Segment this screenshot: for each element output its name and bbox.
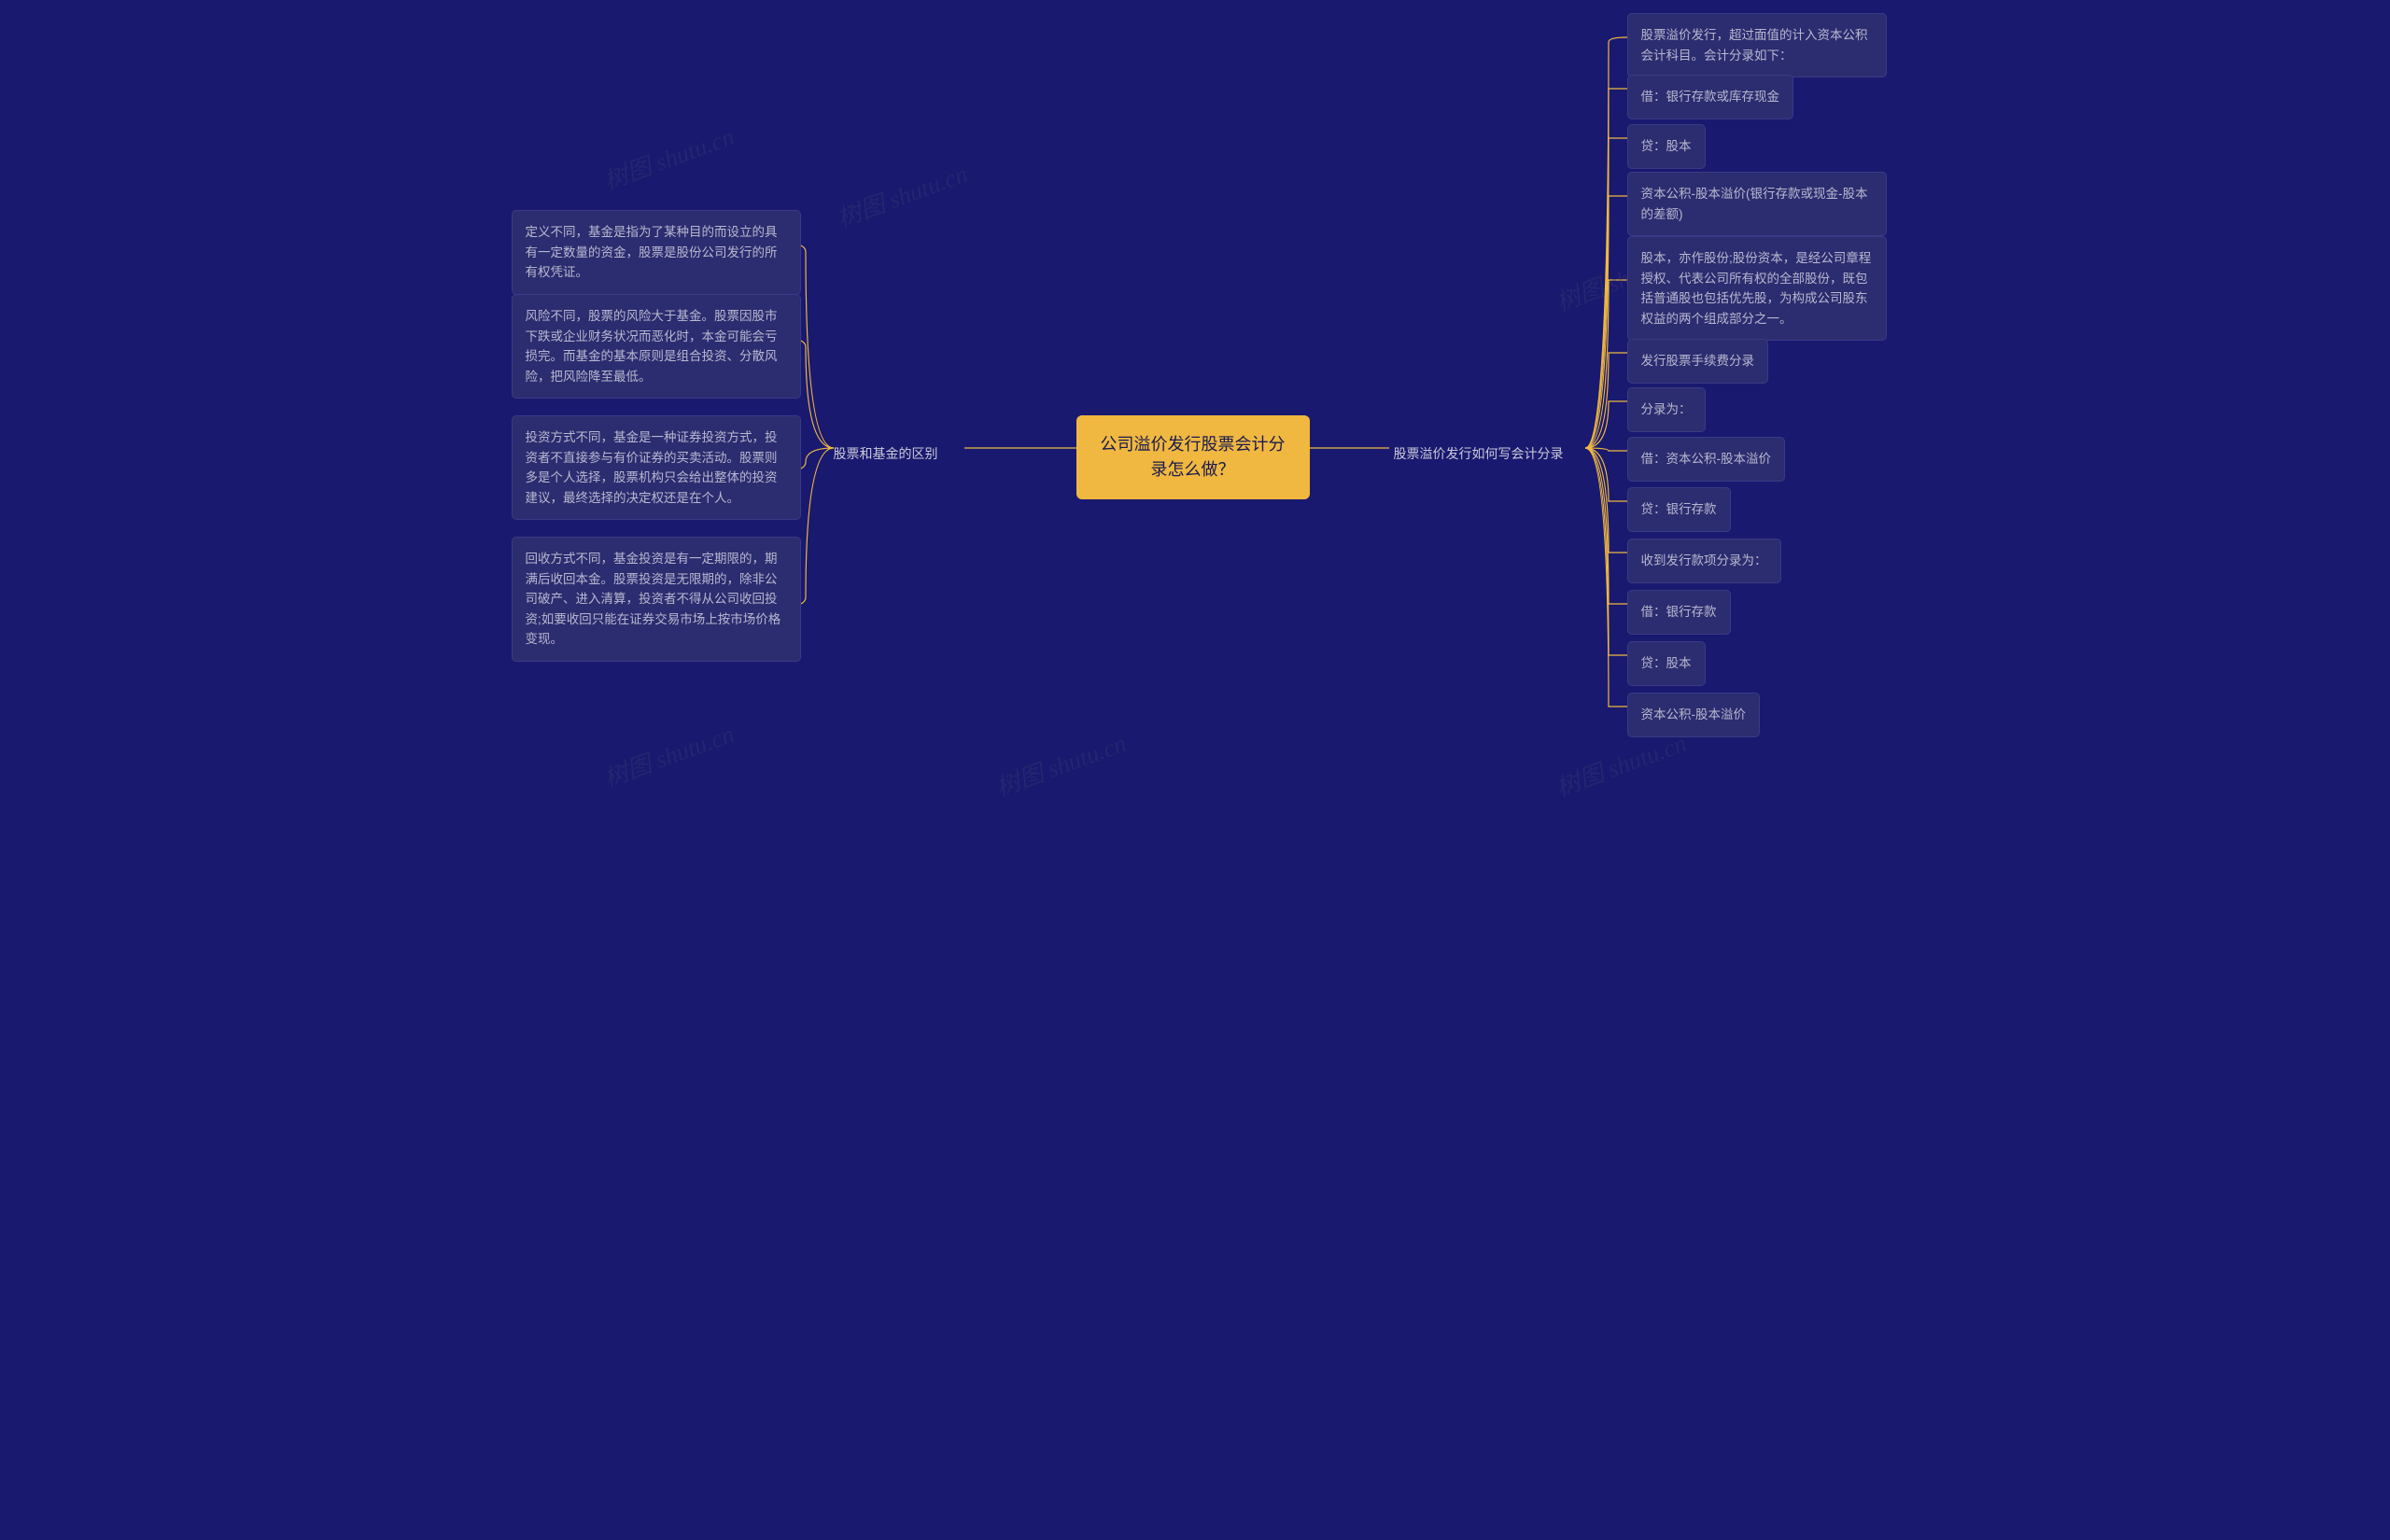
leaf-right-9[interactable]: 收到发行款项分录为： <box>1627 539 1781 583</box>
leaf-right-7[interactable]: 借：资本公积-股本溢价 <box>1627 437 1786 482</box>
watermark: 树图 shutu.cn <box>598 118 738 197</box>
leaf-right-2[interactable]: 贷：股本 <box>1627 124 1706 169</box>
leaf-right-1[interactable]: 借：银行存款或库存现金 <box>1627 75 1794 119</box>
leaf-right-12[interactable]: 资本公积-股本溢价 <box>1627 693 1761 737</box>
leaf-right-8[interactable]: 贷：银行存款 <box>1627 487 1731 532</box>
watermark: 树图 shutu.cn <box>991 724 1131 804</box>
leaf-right-3[interactable]: 资本公积-股本溢价(银行存款或现金-股本的差额) <box>1627 172 1887 236</box>
branch-left[interactable]: 股票和基金的区别 <box>834 437 938 470</box>
center-topic[interactable]: 公司溢价发行股票会计分录怎么做？ <box>1076 415 1310 499</box>
leaf-right-6[interactable]: 分录为： <box>1627 387 1706 432</box>
leaf-right-11[interactable]: 贷：股本 <box>1627 641 1706 686</box>
leaf-left-3[interactable]: 回收方式不同，基金投资是有一定期限的，期满后收回本金。股票投资是无限期的，除非公… <box>512 537 801 662</box>
leaf-left-2[interactable]: 投资方式不同，基金是一种证券投资方式，投资者不直接参与有价证券的买卖活动。股票则… <box>512 415 801 520</box>
leaf-right-5[interactable]: 发行股票手续费分录 <box>1627 339 1769 384</box>
leaf-left-0[interactable]: 定义不同，基金是指为了某种目的而设立的具有一定数量的资金，股票是股份公司发行的所… <box>512 210 801 295</box>
watermark: 树图 shutu.cn <box>832 155 972 234</box>
watermark: 树图 shutu.cn <box>598 715 738 794</box>
leaf-right-4[interactable]: 股本，亦作股份;股份资本，是经公司章程授权、代表公司所有权的全部股份，既包括普通… <box>1627 236 1887 341</box>
mindmap-canvas: 树图 shutu.cn 树图 shutu.cn 树图 shutu.cn 树图 s… <box>479 0 1912 924</box>
branch-right[interactable]: 股票溢价发行如何写会计分录 <box>1394 437 1564 470</box>
leaf-right-0[interactable]: 股票溢价发行，超过面值的计入资本公积会计科目。会计分录如下： <box>1627 13 1887 77</box>
leaf-left-1[interactable]: 风险不同，股票的风险大于基金。股票因股市下跌或企业财务状况而恶化时，本金可能会亏… <box>512 294 801 399</box>
leaf-right-10[interactable]: 借：银行存款 <box>1627 590 1731 635</box>
